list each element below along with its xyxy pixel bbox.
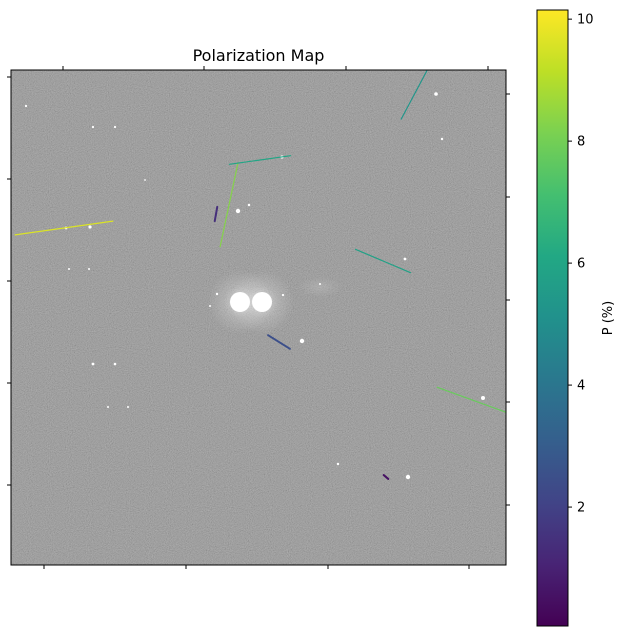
star <box>127 406 129 408</box>
polarization-vector <box>228 155 292 165</box>
polarization-image <box>11 70 506 565</box>
polarization-vector <box>436 386 506 413</box>
star <box>299 338 305 344</box>
polarization-vector <box>354 248 412 274</box>
polarization-vector <box>400 70 428 120</box>
star <box>113 125 117 129</box>
star <box>405 474 411 480</box>
star <box>68 268 70 270</box>
colorbar-gradient <box>537 10 568 626</box>
axis-ticks <box>7 66 510 569</box>
colorbar-tick-label: 8 <box>577 135 585 150</box>
star <box>144 179 146 181</box>
star <box>252 292 272 312</box>
star <box>24 104 28 108</box>
star <box>235 208 241 214</box>
star <box>91 362 95 366</box>
star <box>91 125 95 129</box>
chart-title: Polarization Map <box>193 46 325 65</box>
star <box>440 137 444 141</box>
colorbar-frame <box>536 9 569 627</box>
star <box>247 203 251 207</box>
polarization-vector <box>267 334 291 350</box>
star <box>209 305 211 307</box>
colorbar-tick-label: 4 <box>577 379 585 394</box>
star <box>88 225 92 229</box>
polarization-vector <box>219 162 239 248</box>
diffuse-emission <box>298 277 342 297</box>
colorbar-ticks: 2 4 6 8 10 <box>568 13 594 516</box>
star <box>107 406 109 408</box>
star <box>481 396 485 400</box>
star <box>113 362 117 366</box>
star <box>403 257 407 261</box>
polarization-vectors <box>14 70 506 480</box>
colorbar-tick-label: 10 <box>577 13 594 28</box>
star <box>215 292 219 296</box>
star <box>319 283 321 285</box>
colorbar-tick-label: 2 <box>577 501 585 516</box>
polarization-vector <box>14 220 114 236</box>
polarization-vector <box>213 205 219 223</box>
colorbar-tick-label: 6 <box>577 257 585 272</box>
polarization-vector <box>382 474 390 480</box>
star <box>434 92 438 96</box>
star <box>336 462 340 466</box>
star <box>281 293 285 297</box>
colorbar: 2 4 6 8 10 P (%) <box>536 9 616 627</box>
colorbar-label: P (%) <box>601 301 616 335</box>
star <box>88 268 90 270</box>
plot-frame <box>10 69 507 566</box>
